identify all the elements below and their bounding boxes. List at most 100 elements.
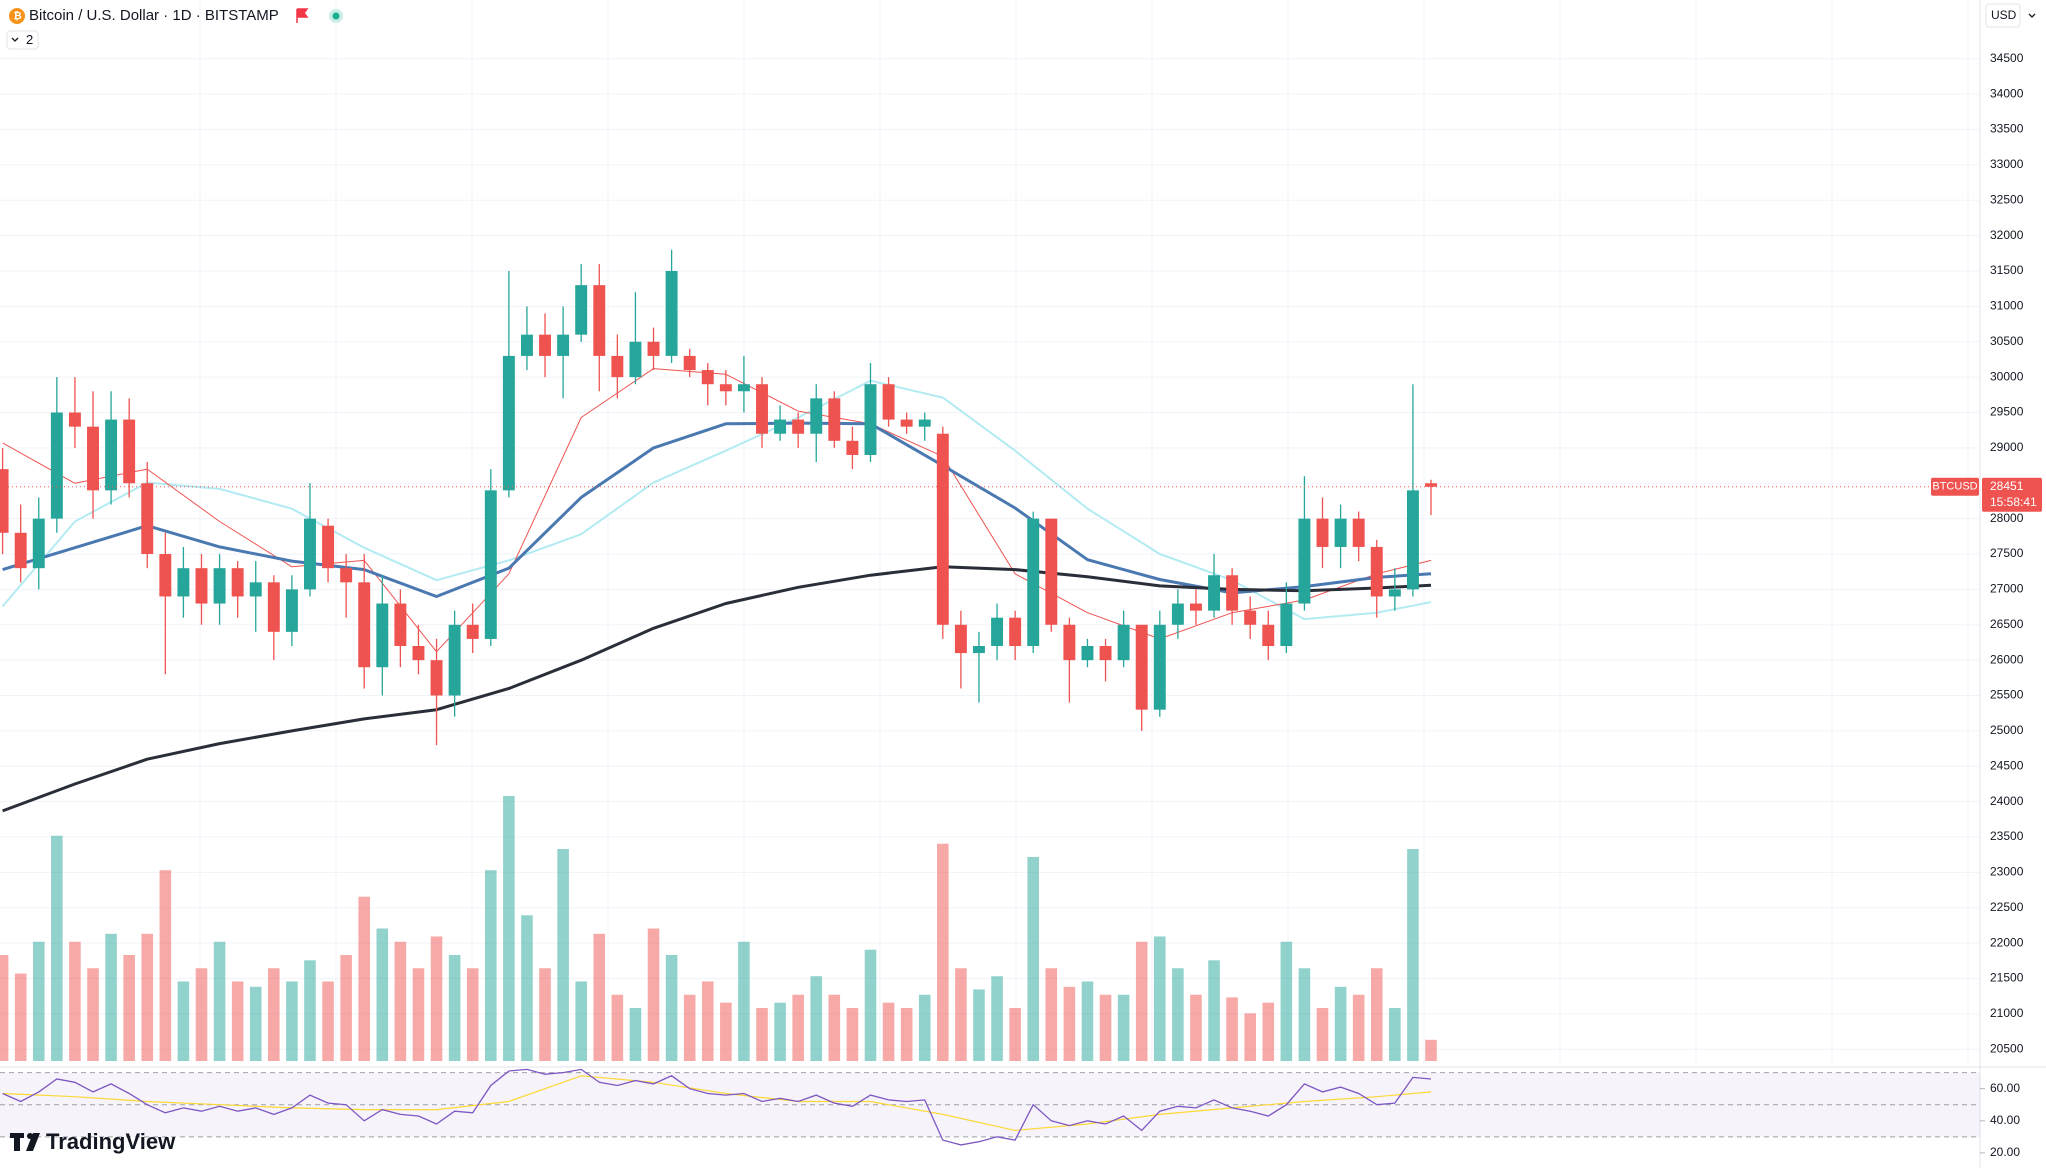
y-tick-label: 27500 <box>1990 546 2024 560</box>
volume-bar <box>1389 1008 1401 1061</box>
volume-bar <box>575 981 587 1061</box>
candle-body <box>991 617 1004 647</box>
candle-body <box>1352 518 1365 547</box>
candle-body <box>322 525 335 569</box>
candle-body <box>810 398 823 434</box>
volume-bar <box>14 973 27 1061</box>
bitcoin-icon <box>9 8 25 24</box>
candle-body <box>629 341 642 378</box>
candle-body <box>1298 518 1311 604</box>
volume-bar <box>466 968 479 1061</box>
volume-bar <box>1262 1002 1275 1061</box>
candle-body <box>87 426 99 491</box>
candle-body <box>484 490 497 639</box>
brand-name[interactable]: TradingView <box>46 1129 176 1154</box>
volume-bar <box>1407 849 1419 1061</box>
candle-body <box>1226 575 1239 611</box>
volume-bar <box>665 955 678 1061</box>
volume-bar <box>1081 981 1094 1061</box>
candle-body <box>665 270 678 356</box>
volume-bar <box>701 981 714 1061</box>
y-tick-label: 32000 <box>1990 228 2024 242</box>
y-tick-label: 24500 <box>1990 758 2024 772</box>
volume-bar <box>1208 960 1220 1061</box>
volume-bar <box>340 955 352 1061</box>
candle-body <box>448 624 461 696</box>
volume-bar <box>810 976 823 1061</box>
volume-bar <box>991 976 1003 1061</box>
volume-bar <box>0 955 9 1061</box>
volume-bar <box>1027 856 1040 1061</box>
rsi-tick-label: 40.00 <box>1990 1113 2020 1127</box>
y-tick-label: 23500 <box>1990 829 2024 843</box>
candle-body <box>14 532 27 569</box>
candle-body <box>756 384 768 434</box>
candle-body <box>1081 646 1094 661</box>
rsi-tick-label: 60.00 <box>1990 1081 2020 1095</box>
candle-body <box>792 419 805 434</box>
volume-bar <box>1135 941 1148 1061</box>
volume-bar <box>1244 1013 1256 1061</box>
y-tick-label: 34000 <box>1990 86 2024 100</box>
volume-bar <box>394 941 407 1061</box>
y-tick-label: 33500 <box>1990 122 2024 136</box>
volume-bar <box>1045 968 1058 1061</box>
candle-body <box>1244 610 1257 625</box>
candle-body <box>1153 624 1166 710</box>
candle-body <box>1135 624 1148 710</box>
candle-body <box>376 603 389 668</box>
volume-bar <box>1316 1008 1329 1061</box>
candle-body <box>1370 546 1383 597</box>
volume-bar <box>539 968 551 1061</box>
candle-body <box>701 370 714 385</box>
currency-label: USD <box>1991 8 2017 22</box>
candle-body <box>1280 603 1293 647</box>
currency-chevron[interactable] <box>2028 13 2036 18</box>
candle-body <box>304 518 316 590</box>
candle-body <box>105 419 118 491</box>
volume-bar <box>1063 986 1076 1061</box>
symbol-title[interactable]: Bitcoin / U.S. Dollar · 1D · BITSTAMP <box>29 7 279 24</box>
y-tick-label: 24000 <box>1990 794 2024 808</box>
candle-body <box>123 419 136 484</box>
y-tick-label: 30000 <box>1990 369 2024 383</box>
volume-bar <box>955 968 967 1061</box>
y-tick-label: 26000 <box>1990 652 2024 666</box>
candle-body <box>593 285 606 356</box>
candle-body <box>647 341 660 356</box>
y-tick-label: 27000 <box>1990 582 2024 596</box>
candle-body <box>177 568 190 597</box>
bitcoin-icon-glyph: ₿ <box>14 10 22 22</box>
currency-button[interactable] <box>1985 3 2021 28</box>
candle-body <box>611 355 624 378</box>
volume-bar <box>177 981 190 1061</box>
y-tick-label: 33000 <box>1990 157 2024 171</box>
candle-body <box>1171 603 1184 625</box>
volume-bar <box>1099 994 1112 1061</box>
y-tick-label: 31500 <box>1990 263 2024 277</box>
y-tick-label: 30500 <box>1990 334 2024 348</box>
candle-body <box>394 603 407 647</box>
y-tick-label: 25500 <box>1990 688 2024 702</box>
candle-body <box>195 568 208 604</box>
y-tick-label: 29000 <box>1990 440 2024 454</box>
candle-body <box>575 285 588 335</box>
y-tick-label: 26500 <box>1990 617 2024 631</box>
volume-bar <box>1190 994 1202 1061</box>
y-tick-label: 21500 <box>1990 971 2024 985</box>
volume-bar <box>159 870 172 1061</box>
flag-icon[interactable] <box>296 8 309 23</box>
candle-body <box>159 554 172 597</box>
candle-body <box>936 433 949 625</box>
volume-bar <box>1009 1008 1021 1061</box>
volume-bar <box>87 968 99 1061</box>
moving-average-line <box>2 565 1432 813</box>
brand-logo-dot <box>27 1133 33 1139</box>
volume-bar <box>412 968 425 1061</box>
rsi-tick-label: 20.00 <box>1990 1145 2020 1159</box>
indicators-toggle[interactable] <box>6 30 39 50</box>
volume-bar <box>864 949 877 1061</box>
candle-body <box>1027 518 1040 647</box>
candle-body <box>68 412 81 427</box>
status-dot <box>332 12 340 20</box>
